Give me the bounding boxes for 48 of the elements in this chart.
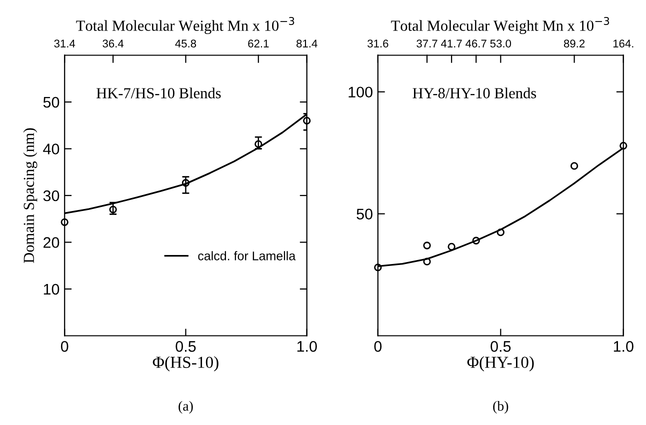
y-tick-label: 10 bbox=[44, 284, 60, 295]
x-axis-title: Φ(HS-10) bbox=[152, 356, 218, 372]
text: 89.2 bbox=[564, 40, 585, 48]
x2-axis-title: Total Molecular Weight Mn x 10$^{−3}$ bbox=[391, 16, 610, 34]
point bbox=[472, 236, 480, 244]
x2-axis-title: Total Molecular Weight Mn x 10$^{−3}$ bbox=[76, 16, 294, 34]
point bbox=[303, 116, 311, 125]
x-tick-label: 0.5 bbox=[176, 341, 196, 352]
text: 31.6 bbox=[368, 40, 388, 48]
text: 36.4 bbox=[102, 40, 124, 48]
y-tick-label: 50 bbox=[43, 96, 60, 108]
point bbox=[570, 162, 578, 170]
y-tick-label: 100 bbox=[348, 86, 372, 98]
text: (a) bbox=[178, 400, 193, 414]
annotation: HY-8/HY-10 Blends bbox=[412, 88, 536, 98]
text: 31.4 bbox=[54, 40, 76, 48]
text: (b) bbox=[493, 400, 508, 414]
text: 81.4 bbox=[296, 40, 318, 48]
y-tick-label: 20 bbox=[44, 237, 60, 248]
text: 53.0 bbox=[490, 40, 512, 48]
point bbox=[620, 142, 628, 150]
text: 41.7 bbox=[441, 40, 462, 48]
point bbox=[448, 242, 456, 251]
x-axis-title: Φ(HY-10) bbox=[467, 356, 534, 372]
legend-label: calcd. for Lamella bbox=[198, 251, 296, 260]
text: 37.7 bbox=[416, 40, 438, 48]
point bbox=[60, 218, 68, 226]
x-tick-label: 0.5 bbox=[490, 341, 511, 352]
point bbox=[254, 140, 262, 148]
x-tick-label: 0 bbox=[374, 341, 382, 352]
x-tick-label: 0 bbox=[60, 341, 68, 352]
x-tick-label: 1.0 bbox=[614, 341, 634, 352]
x-tick-label: 1.0 bbox=[297, 341, 317, 352]
point bbox=[182, 179, 190, 187]
text: 164. bbox=[613, 40, 634, 48]
point bbox=[423, 258, 431, 266]
y-tick-label: 30 bbox=[43, 190, 60, 202]
point bbox=[109, 206, 117, 214]
text: 62.1 bbox=[248, 40, 269, 48]
annotation: HK-7/HS-10 Blends bbox=[96, 88, 221, 98]
text: 45.8 bbox=[175, 40, 196, 48]
point bbox=[496, 228, 504, 236]
point bbox=[423, 242, 431, 250]
point bbox=[374, 264, 382, 272]
y-tick-label: 50 bbox=[356, 208, 372, 220]
y-tick-label: 40 bbox=[43, 144, 60, 154]
text: 46.7 bbox=[466, 40, 486, 48]
y-axis-title: Domain Spacing (nm) bbox=[23, 128, 38, 263]
